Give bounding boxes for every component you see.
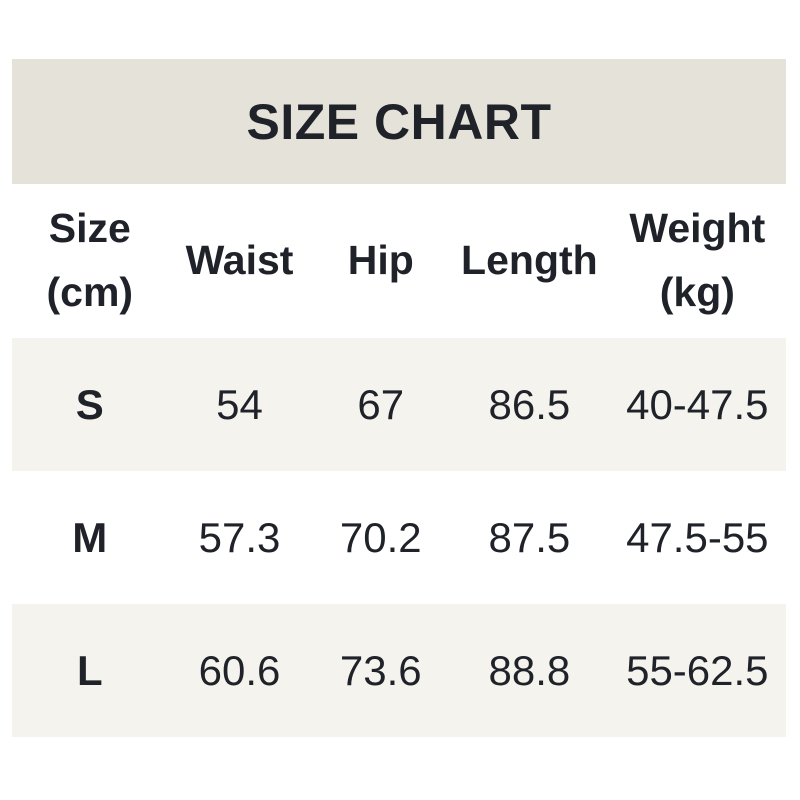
cell-size-m: M xyxy=(12,514,168,562)
cell-weight-m: 47.5-55 xyxy=(609,514,786,562)
cell-weight-l: 55-62.5 xyxy=(609,647,786,695)
cell-length-s: 86.5 xyxy=(450,381,609,429)
cell-weight-s: 40-47.5 xyxy=(609,381,786,429)
size-chart-title-bar: SIZE CHART xyxy=(12,59,786,184)
column-header-length: Length xyxy=(450,229,609,293)
table-row-l: L 60.6 73.6 88.8 55-62.5 xyxy=(12,604,786,737)
size-chart-page: { "colors": { "page_bg": "#ffffff", "tit… xyxy=(0,0,800,800)
column-header-line: Waist xyxy=(168,229,312,293)
column-header-size: Size (cm) xyxy=(12,197,168,324)
column-header-weight: Weight (kg) xyxy=(609,197,786,324)
size-table: Size (cm) Waist Hip Length Weight (kg) S… xyxy=(12,184,786,737)
column-header-line: Hip xyxy=(312,229,451,293)
cell-hip-m: 70.2 xyxy=(312,514,451,562)
cell-length-l: 88.8 xyxy=(450,647,609,695)
table-header-row: Size (cm) Waist Hip Length Weight (kg) xyxy=(12,184,786,338)
column-header-line: (cm) xyxy=(12,261,168,325)
cell-waist-s: 54 xyxy=(168,381,312,429)
table-row-m: M 57.3 70.2 87.5 47.5-55 xyxy=(12,471,786,604)
cell-hip-l: 73.6 xyxy=(312,647,451,695)
column-header-waist: Waist xyxy=(168,229,312,293)
column-header-line: Length xyxy=(450,229,609,293)
column-header-line: Size xyxy=(12,197,168,261)
cell-hip-s: 67 xyxy=(312,381,451,429)
column-header-hip: Hip xyxy=(312,229,451,293)
cell-size-l: L xyxy=(12,647,168,695)
column-header-line: (kg) xyxy=(609,261,786,325)
cell-waist-l: 60.6 xyxy=(168,647,312,695)
table-row-s: S 54 67 86.5 40-47.5 xyxy=(12,338,786,471)
column-header-line: Weight xyxy=(609,197,786,261)
page-title: SIZE CHART xyxy=(247,93,552,151)
cell-waist-m: 57.3 xyxy=(168,514,312,562)
cell-size-s: S xyxy=(12,381,168,429)
cell-length-m: 87.5 xyxy=(450,514,609,562)
